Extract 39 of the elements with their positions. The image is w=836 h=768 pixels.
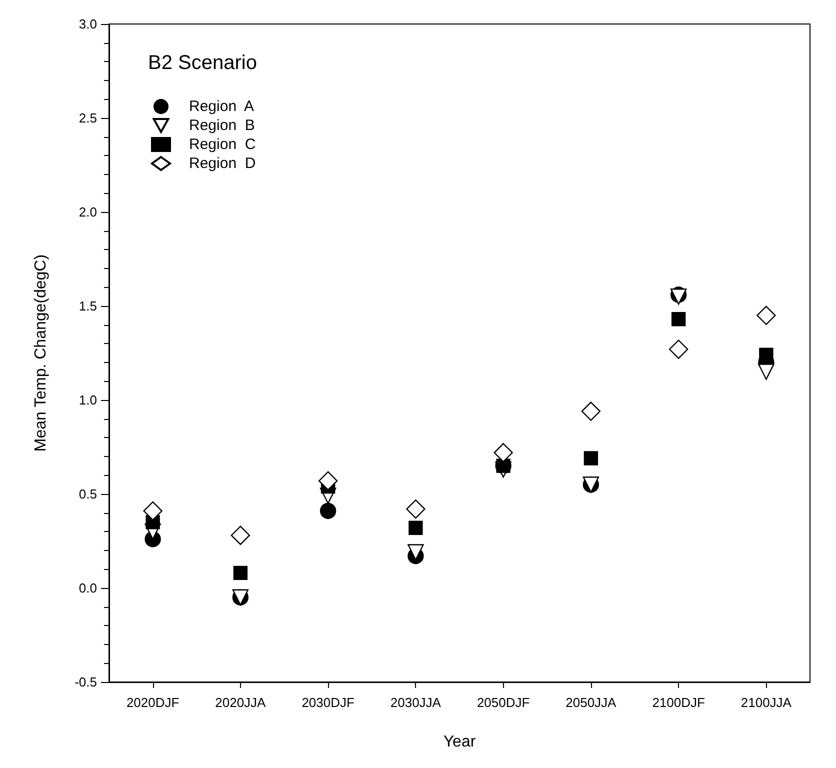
x-axis-title: Year	[443, 734, 476, 750]
point	[581, 402, 601, 421]
point	[494, 443, 513, 462]
x-tick-label: 2100JJA	[740, 695, 792, 710]
legend-label: Region C	[189, 136, 256, 153]
point	[584, 451, 598, 466]
y-tick-label: 1.5	[78, 298, 97, 314]
y-tick-label: 3.0	[78, 16, 97, 32]
point	[230, 526, 250, 545]
point	[758, 364, 774, 380]
point	[408, 544, 424, 560]
point	[668, 340, 688, 359]
y-tick-label: 1.0	[78, 392, 97, 408]
point	[320, 502, 336, 520]
point	[233, 566, 248, 580]
point	[143, 501, 162, 521]
y-tick-label: 0.5	[78, 486, 97, 502]
x-tick-label: 2050DJF	[476, 695, 530, 710]
y-tick-label: 2.5	[78, 110, 97, 126]
y-axis-title: Mean Temp. Change(degC)	[32, 254, 50, 452]
x-tick-label: 2030DJF	[302, 695, 354, 710]
x-tick-label: 2020JJA	[215, 695, 266, 710]
point	[406, 499, 426, 519]
point	[756, 306, 776, 325]
legend-label: Region A	[189, 98, 254, 115]
legend-label: Region D	[189, 155, 256, 172]
point	[496, 458, 510, 473]
point	[671, 312, 686, 326]
y-tick-label: 0.0	[78, 580, 97, 596]
legend-label: Region B	[189, 117, 255, 134]
y-tick-label: 2.0	[78, 204, 97, 220]
x-tick-label: 2020DJF	[126, 695, 180, 710]
x-tick-label: 2100DJF	[652, 695, 705, 710]
point	[408, 520, 423, 535]
legend-title: B2 Scenario	[148, 52, 257, 74]
y-tick-label: -0.5	[74, 674, 97, 690]
x-tick-label: 2050JJA	[566, 695, 617, 710]
x-tick-label: 2030JJA	[390, 695, 442, 710]
point	[318, 471, 338, 490]
